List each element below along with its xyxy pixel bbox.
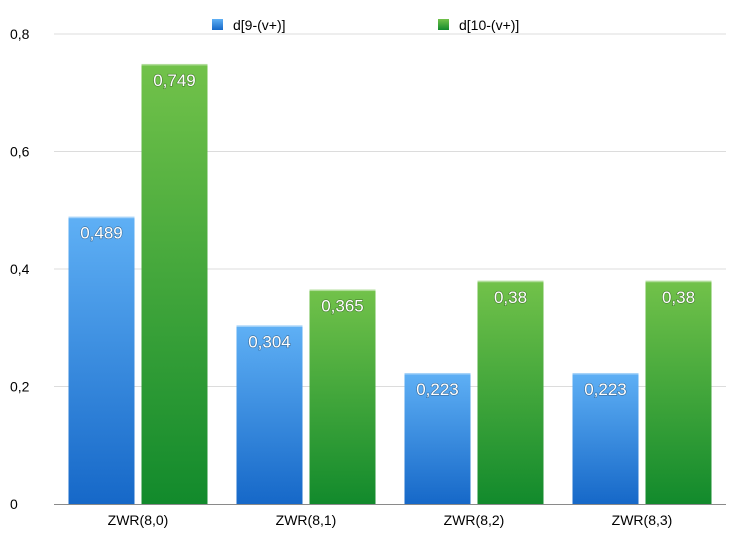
bar-series2: [645, 280, 712, 504]
bar-highlight: [141, 63, 208, 66]
legend-swatch: [212, 19, 223, 30]
bar-highlight: [404, 372, 471, 375]
bar-series1: [572, 372, 639, 504]
y-tick-label: 0,2: [10, 379, 30, 395]
bar-series1: [404, 372, 471, 504]
y-tick-label: 0: [10, 496, 18, 512]
data-label: 0,223: [584, 380, 627, 399]
bar-highlight: [572, 372, 639, 375]
y-tick-label: 0,4: [10, 261, 30, 277]
x-tick-label: ZWR(8,3): [612, 512, 673, 528]
bar-highlight: [645, 280, 712, 283]
legend-swatch: [438, 19, 449, 30]
bar-series2: [477, 280, 544, 504]
data-label: 0,304: [248, 332, 291, 351]
legend-label: d[9-(v+)]: [233, 17, 286, 33]
legend-label: d[10-(v+)]: [459, 17, 519, 33]
bar-highlight: [477, 280, 544, 283]
legend: d[9-(v+)] d[10-(v+)]: [212, 17, 519, 33]
y-tick-label: 0,6: [10, 144, 30, 160]
data-labels: 0,489 0,749 0,304 0,365 0,223 0,38 0,223 0,38: [80, 70, 696, 399]
data-label: 0,38: [662, 288, 695, 307]
x-tick-label: ZWR(8,0): [108, 512, 169, 528]
bar-series1: [236, 325, 303, 504]
bar-series2: [141, 63, 208, 505]
bar-highlight: [236, 325, 303, 327]
data-label: 0,489: [80, 224, 123, 243]
bar-highlight: [309, 289, 376, 292]
data-label: 0,749: [153, 71, 196, 90]
y-tick-label: 0,8: [10, 26, 30, 42]
bar-series2: [309, 289, 376, 504]
bar-series1: [68, 216, 135, 504]
data-label: 0,223: [416, 380, 459, 399]
bar-highlight: [68, 216, 135, 219]
y-axis-ticks: 0 0,2 0,4 0,6 0,8: [10, 26, 30, 512]
x-tick-label: ZWR(8,2): [444, 512, 505, 528]
data-label: 0,38: [494, 288, 527, 307]
x-tick-label: ZWR(8,1): [276, 512, 337, 528]
data-label: 0,365: [321, 297, 364, 316]
bars: [68, 63, 712, 505]
x-axis-categories: ZWR(8,0) ZWR(8,1) ZWR(8,2) ZWR(8,3): [108, 512, 673, 528]
